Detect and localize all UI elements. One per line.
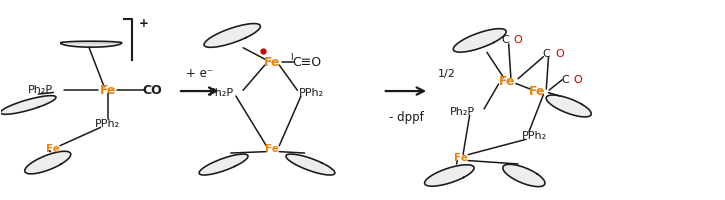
- Text: Fe: Fe: [529, 85, 546, 98]
- Polygon shape: [453, 29, 506, 52]
- Text: Fe: Fe: [46, 144, 59, 154]
- Text: Fe: Fe: [499, 75, 515, 88]
- Polygon shape: [204, 24, 260, 47]
- Text: Ph₂P: Ph₂P: [209, 88, 234, 98]
- Text: Fe: Fe: [454, 153, 468, 163]
- Text: +: +: [138, 17, 148, 30]
- Text: PPh₂: PPh₂: [522, 131, 547, 141]
- Text: CO: CO: [143, 84, 162, 97]
- Polygon shape: [286, 154, 335, 175]
- Text: Fe: Fe: [99, 84, 116, 97]
- Text: + e⁻: + e⁻: [186, 67, 213, 80]
- Text: Fe: Fe: [264, 56, 281, 69]
- Text: C: C: [561, 75, 569, 85]
- Text: Ph₂P: Ph₂P: [28, 85, 53, 95]
- Text: C≡O: C≡O: [292, 56, 321, 69]
- Polygon shape: [61, 41, 122, 47]
- Text: PPh₂: PPh₂: [299, 88, 324, 98]
- Text: 1/2: 1/2: [438, 69, 456, 79]
- Text: C: C: [501, 35, 509, 45]
- Polygon shape: [199, 154, 248, 175]
- Polygon shape: [25, 151, 71, 174]
- Text: C: C: [542, 49, 550, 59]
- Text: O: O: [555, 49, 564, 59]
- Text: I: I: [290, 53, 293, 62]
- Text: O: O: [514, 35, 523, 45]
- Polygon shape: [1, 96, 56, 114]
- Text: PPh₂: PPh₂: [95, 119, 120, 129]
- Text: O: O: [573, 75, 582, 85]
- Text: Fe: Fe: [265, 144, 279, 154]
- Text: Ph₂P: Ph₂P: [450, 107, 475, 117]
- Polygon shape: [425, 165, 474, 186]
- Text: - dppf: - dppf: [389, 111, 423, 124]
- Polygon shape: [546, 95, 592, 117]
- Polygon shape: [502, 164, 545, 187]
